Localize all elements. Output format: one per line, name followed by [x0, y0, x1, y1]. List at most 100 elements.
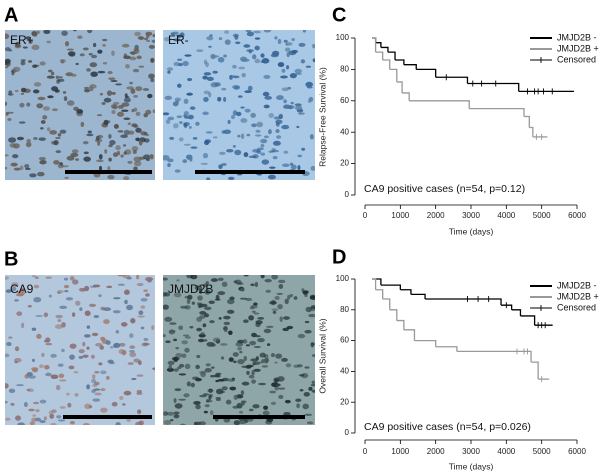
cell	[135, 86, 143, 92]
cell	[302, 403, 309, 410]
y-tick-label: 20	[340, 159, 349, 168]
cell	[227, 176, 235, 180]
cell	[248, 408, 254, 412]
cell	[35, 314, 43, 317]
cell	[205, 131, 213, 134]
cell	[113, 342, 121, 348]
cell	[266, 343, 271, 346]
cell	[270, 401, 277, 405]
cell	[184, 363, 191, 370]
cell	[122, 144, 127, 147]
cell	[270, 53, 279, 58]
cell	[269, 390, 277, 394]
cell	[23, 402, 28, 408]
cell	[190, 146, 198, 149]
cell	[151, 325, 155, 331]
cell	[11, 70, 15, 76]
cell	[115, 422, 121, 425]
cell	[254, 37, 261, 40]
y-tick-label: 100	[336, 274, 350, 283]
cell	[254, 134, 262, 137]
cell	[234, 279, 242, 285]
cell	[283, 39, 288, 43]
cell	[105, 340, 111, 345]
cell	[79, 53, 85, 57]
cell	[93, 42, 97, 48]
cell	[302, 30, 307, 33]
cell	[173, 292, 182, 298]
cell	[274, 378, 278, 383]
cell	[265, 325, 274, 328]
cell	[20, 59, 26, 62]
cell	[66, 100, 75, 106]
cell	[250, 283, 255, 287]
cell	[117, 111, 125, 117]
cell	[260, 143, 265, 148]
cell	[178, 373, 187, 376]
cell	[176, 279, 180, 282]
cell	[16, 384, 24, 387]
cell	[79, 307, 83, 311]
cell	[290, 101, 295, 105]
cell	[263, 104, 270, 109]
cell	[240, 118, 248, 123]
cell	[45, 372, 52, 377]
cell	[5, 400, 8, 404]
cell	[20, 92, 25, 95]
cell	[10, 162, 18, 167]
cell	[253, 345, 261, 349]
cell	[304, 366, 310, 369]
cell	[184, 347, 190, 353]
cell	[164, 316, 173, 322]
cell	[123, 117, 131, 120]
cell	[237, 134, 241, 138]
cell	[120, 154, 124, 158]
cell	[267, 174, 276, 180]
cell	[173, 38, 181, 42]
cell	[117, 283, 126, 286]
survival-step	[435, 76, 469, 84]
cell	[212, 337, 221, 343]
cell	[182, 334, 190, 337]
cell	[5, 417, 11, 421]
cell	[143, 342, 150, 346]
cell	[26, 388, 31, 391]
cell	[113, 152, 119, 158]
cell	[89, 285, 97, 288]
cell	[175, 346, 179, 350]
cell	[175, 100, 180, 104]
image-label: ER+	[10, 33, 34, 47]
survival-step	[520, 315, 536, 326]
cell	[90, 71, 98, 77]
cell	[5, 353, 10, 358]
cell	[240, 401, 245, 406]
legend-label: Censored	[557, 54, 596, 64]
cell	[35, 276, 39, 279]
cell	[37, 96, 46, 101]
cell	[297, 164, 301, 171]
cell	[135, 127, 142, 133]
cell	[252, 404, 260, 409]
cell	[164, 292, 171, 297]
cell	[179, 32, 185, 38]
cell	[304, 329, 312, 334]
cell	[212, 55, 220, 58]
cell	[136, 374, 144, 377]
cell	[239, 350, 243, 354]
cell	[49, 413, 55, 419]
cell	[5, 101, 8, 107]
cell	[208, 300, 215, 305]
cell	[67, 51, 76, 57]
cell	[176, 115, 183, 119]
y-tick-label: 60	[340, 336, 349, 345]
cell	[293, 296, 298, 300]
cell	[221, 162, 227, 166]
cell	[163, 154, 170, 161]
cell	[223, 54, 227, 58]
cell	[289, 162, 294, 166]
survival-step	[410, 293, 426, 300]
cell	[306, 421, 314, 425]
cell	[100, 407, 108, 413]
cell	[244, 108, 251, 113]
cell	[275, 119, 283, 125]
